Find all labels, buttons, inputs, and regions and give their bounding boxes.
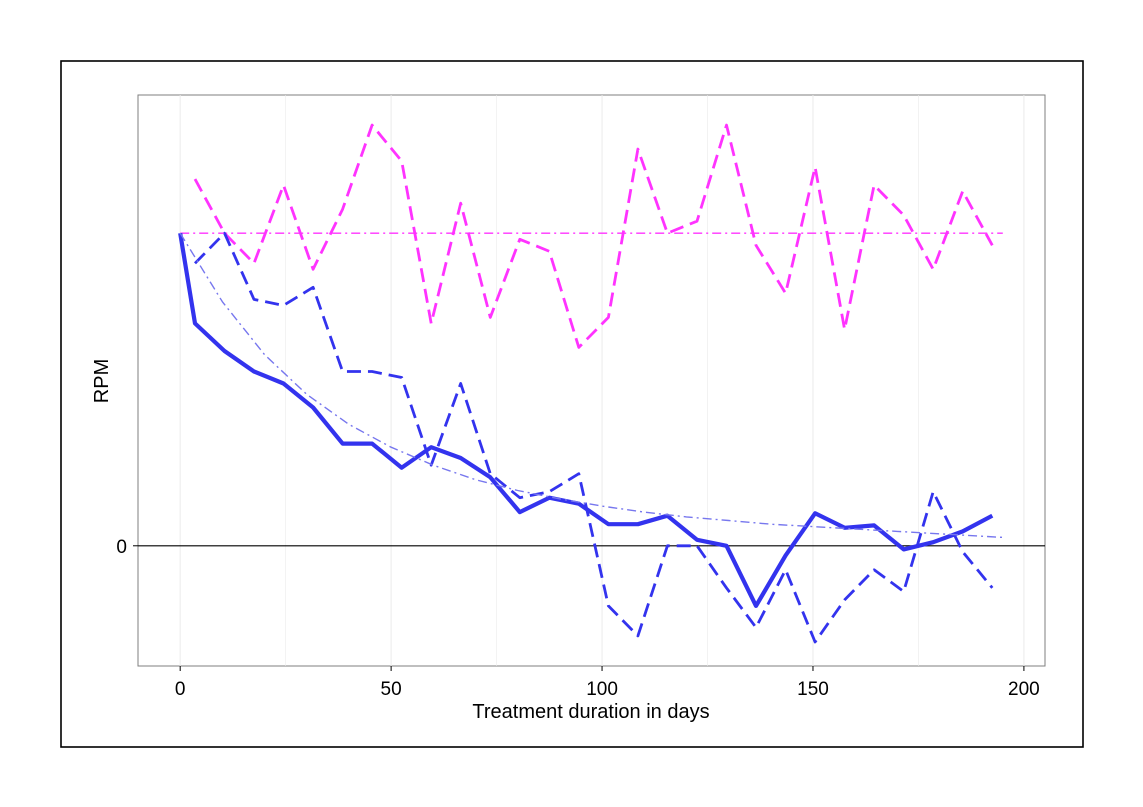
x-tick-label: 150: [797, 679, 829, 700]
x-tick-label: 200: [1008, 679, 1040, 700]
series-line-3: [178, 232, 994, 609]
x-axis-title: Treatment duration in days: [472, 701, 709, 723]
y-tick-label: 0: [116, 537, 127, 558]
y-axis-ticks: 0: [116, 537, 138, 558]
series-line-1: [193, 123, 994, 349]
x-tick-label: 50: [381, 679, 402, 700]
series-line-5: [179, 232, 1003, 539]
x-axis-ticks: 0 50 100 150 200: [175, 666, 1040, 700]
grid-lines: [179, 95, 1025, 666]
plot-panel: [137, 94, 1046, 667]
y-axis-title: RPM: [91, 359, 113, 403]
x-tick-label: 100: [586, 679, 618, 700]
x-tick-label: 0: [175, 679, 186, 700]
series-layer: [178, 123, 1003, 644]
series-line-4: [194, 231, 994, 644]
